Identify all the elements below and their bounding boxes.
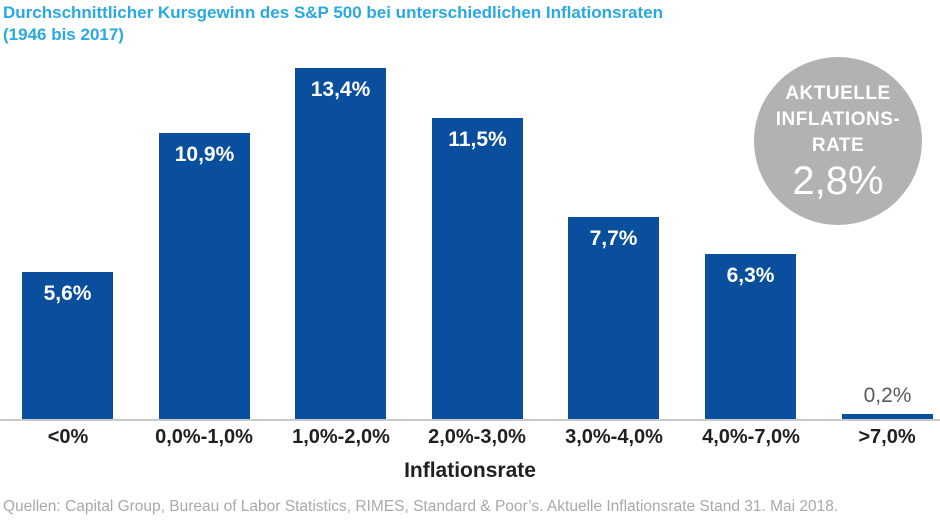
bar-value-label: 10,9%	[174, 143, 235, 166]
x-tick-label: 2,0%-3,0%	[428, 426, 526, 448]
bar: 0,2%	[842, 384, 933, 419]
x-tick-label: 4,0%-7,0%	[702, 426, 800, 448]
bar-value-label: 5,6%	[43, 282, 92, 305]
bar: 11,5%	[432, 118, 523, 419]
x-tick-label: >7,0%	[858, 426, 916, 448]
badge-value: 2,8%	[792, 158, 884, 203]
bar-value-label: 11,5%	[448, 128, 507, 151]
bar: 6,3%	[705, 254, 796, 419]
chart-title-line1: Durchschnittlicher Kursgewinn des S&P 50…	[3, 3, 664, 22]
x-tick-label: 1,0%-2,0%	[292, 426, 390, 448]
badge-text-line2: INFLATIONS-	[775, 108, 901, 130]
badge-text-line3: RATE	[811, 134, 865, 156]
bar-value-label: 0,2%	[863, 384, 912, 407]
bar: 7,7%	[568, 217, 659, 419]
x-tick-label: <0%	[47, 426, 89, 448]
bar-value-label: 13,4%	[310, 78, 371, 101]
bar-value-label: 6,3%	[726, 264, 775, 287]
x-tick-label: 0,0%-1,0%	[155, 426, 253, 448]
x-tick-label: 3,0%-4,0%	[565, 426, 663, 448]
bar: 5,6%	[22, 272, 113, 419]
source-note: Quellen: Capital Group, Bureau of Labor …	[3, 498, 839, 515]
bar-value-label: 7,7%	[589, 227, 638, 250]
x-axis-title: Inflationsrate	[404, 459, 536, 482]
chart-title-line2: (1946 bis 2017)	[3, 25, 124, 44]
x-axis-tick-labels: <0% 0,0%-1,0% 1,0%-2,0% 2,0%-3,0% 3,0%-4,0% 4…	[0, 426, 940, 452]
current-inflation-rate-badge: AKTUELLE INFLATIONS- RATE 2,8%	[754, 57, 922, 225]
chart-title: Durchschnittlicher Kursgewinn des S&P 50…	[3, 2, 663, 46]
bar-chart-plot-area: 5,6% 10,9% 13,4% 11,5% 7,7% 6,3% 0,2%	[0, 59, 940, 421]
badge-text-line1: AKTUELLE	[785, 82, 891, 104]
x-axis-line	[0, 419, 940, 421]
bar: 10,9%	[159, 133, 250, 419]
bar: 13,4%	[295, 68, 386, 419]
